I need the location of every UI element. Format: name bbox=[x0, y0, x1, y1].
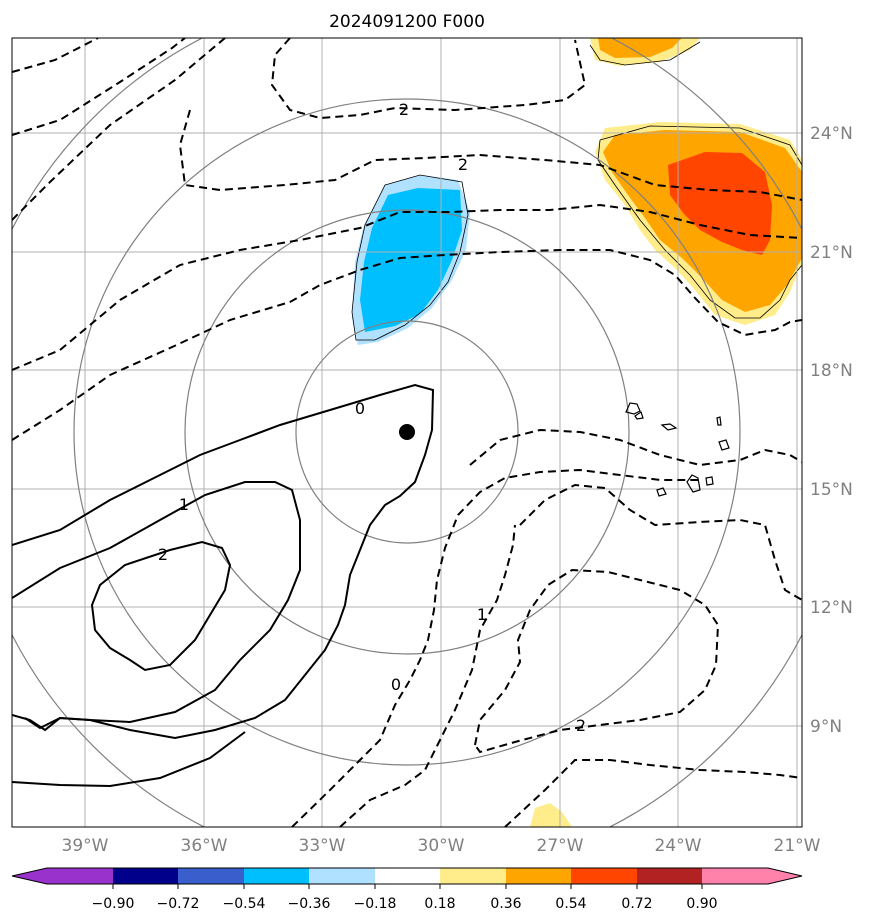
contour-label: 2 bbox=[458, 155, 468, 174]
contour-label: 1 bbox=[179, 495, 189, 514]
lat-label: 12°N bbox=[810, 598, 853, 618]
colorbar-segment bbox=[440, 868, 506, 884]
anomaly-outlines bbox=[351, 41, 802, 341]
latitude-labels: 24°N 21°N 18°N 15°N 12°N 9°N bbox=[810, 124, 853, 737]
colorbar-segment bbox=[571, 868, 637, 884]
dashed-contours bbox=[12, 38, 802, 827]
colorbar-tick-label: −0.18 bbox=[354, 896, 397, 912]
contour-label: 2 bbox=[158, 545, 168, 564]
colorbar-extend-low bbox=[12, 868, 47, 884]
colorbar-tick-label: −0.36 bbox=[288, 896, 331, 912]
lon-label: 30°W bbox=[418, 836, 465, 856]
colorbar-segment bbox=[47, 868, 113, 884]
longitude-labels: 39°W 36°W 33°W 30°W 27°W 24°W 21°W bbox=[62, 836, 821, 856]
lon-label: 24°W bbox=[655, 836, 702, 856]
colorbar-segment bbox=[375, 868, 440, 884]
contour-labels: 2 2 0 1 2 0 1 2 bbox=[158, 100, 586, 735]
colorbar-segment bbox=[637, 868, 702, 884]
range-rings bbox=[12, 38, 802, 827]
colorbar-segment bbox=[244, 868, 309, 884]
colorbar-tick-labels: −0.90 −0.72 −0.54 −0.36 −0.18 0.18 0.36 … bbox=[92, 896, 718, 912]
colorbar-tick-label: −0.72 bbox=[157, 896, 200, 912]
colorbar-tick-label: 0.90 bbox=[686, 896, 717, 912]
positive-anomaly-shading-south bbox=[530, 803, 572, 827]
map-frame bbox=[11, 37, 803, 828]
lon-label: 33°W bbox=[299, 836, 346, 856]
lon-label: 27°W bbox=[537, 836, 584, 856]
figure-title: 2024091200 F000 bbox=[329, 12, 485, 32]
lat-label: 15°N bbox=[810, 480, 853, 500]
colorbar-tick-label: 0.54 bbox=[555, 896, 586, 912]
contour-label: 2 bbox=[399, 100, 409, 119]
colorbar-tick-label: −0.54 bbox=[223, 896, 266, 912]
colorbar-segment bbox=[113, 868, 178, 884]
small-island-contours bbox=[625, 402, 730, 497]
colorbar-segment bbox=[309, 868, 375, 884]
colorbar-segment bbox=[506, 868, 571, 884]
colorbar-extend-high bbox=[768, 868, 802, 884]
colorbar-outline bbox=[11, 867, 803, 885]
contour-label: 2 bbox=[576, 716, 586, 735]
colorbar-ticks bbox=[112, 884, 703, 889]
colorbar-segment bbox=[178, 868, 244, 884]
contour-label: 0 bbox=[355, 399, 365, 418]
contour-label: 0 bbox=[391, 675, 401, 694]
lon-label: 39°W bbox=[62, 836, 109, 856]
storm-center-marker bbox=[399, 424, 415, 440]
colorbar-tick-label: 0.72 bbox=[621, 896, 652, 912]
lat-label: 24°N bbox=[810, 124, 853, 144]
colorbar-segment bbox=[702, 868, 768, 884]
positive-anomaly-shading-ne bbox=[590, 38, 802, 325]
colorbar-tick-label: 0.18 bbox=[424, 896, 455, 912]
contour-label: 1 bbox=[477, 605, 487, 624]
colorbar: −0.90 −0.72 −0.54 −0.36 −0.18 0.18 0.36 … bbox=[11, 867, 803, 912]
map-area: 2 2 0 1 2 0 1 2 bbox=[12, 38, 802, 827]
negative-anomaly-shading bbox=[352, 175, 470, 345]
lat-label: 9°N bbox=[810, 717, 842, 737]
colorbar-tick-label: 0.36 bbox=[490, 896, 521, 912]
solid-contours bbox=[12, 383, 435, 788]
colorbar-tick-label: −0.90 bbox=[92, 896, 135, 912]
lat-label: 18°N bbox=[810, 361, 853, 381]
lon-label: 21°W bbox=[774, 836, 821, 856]
lat-label: 21°N bbox=[810, 243, 853, 263]
lon-label: 36°W bbox=[181, 836, 228, 856]
